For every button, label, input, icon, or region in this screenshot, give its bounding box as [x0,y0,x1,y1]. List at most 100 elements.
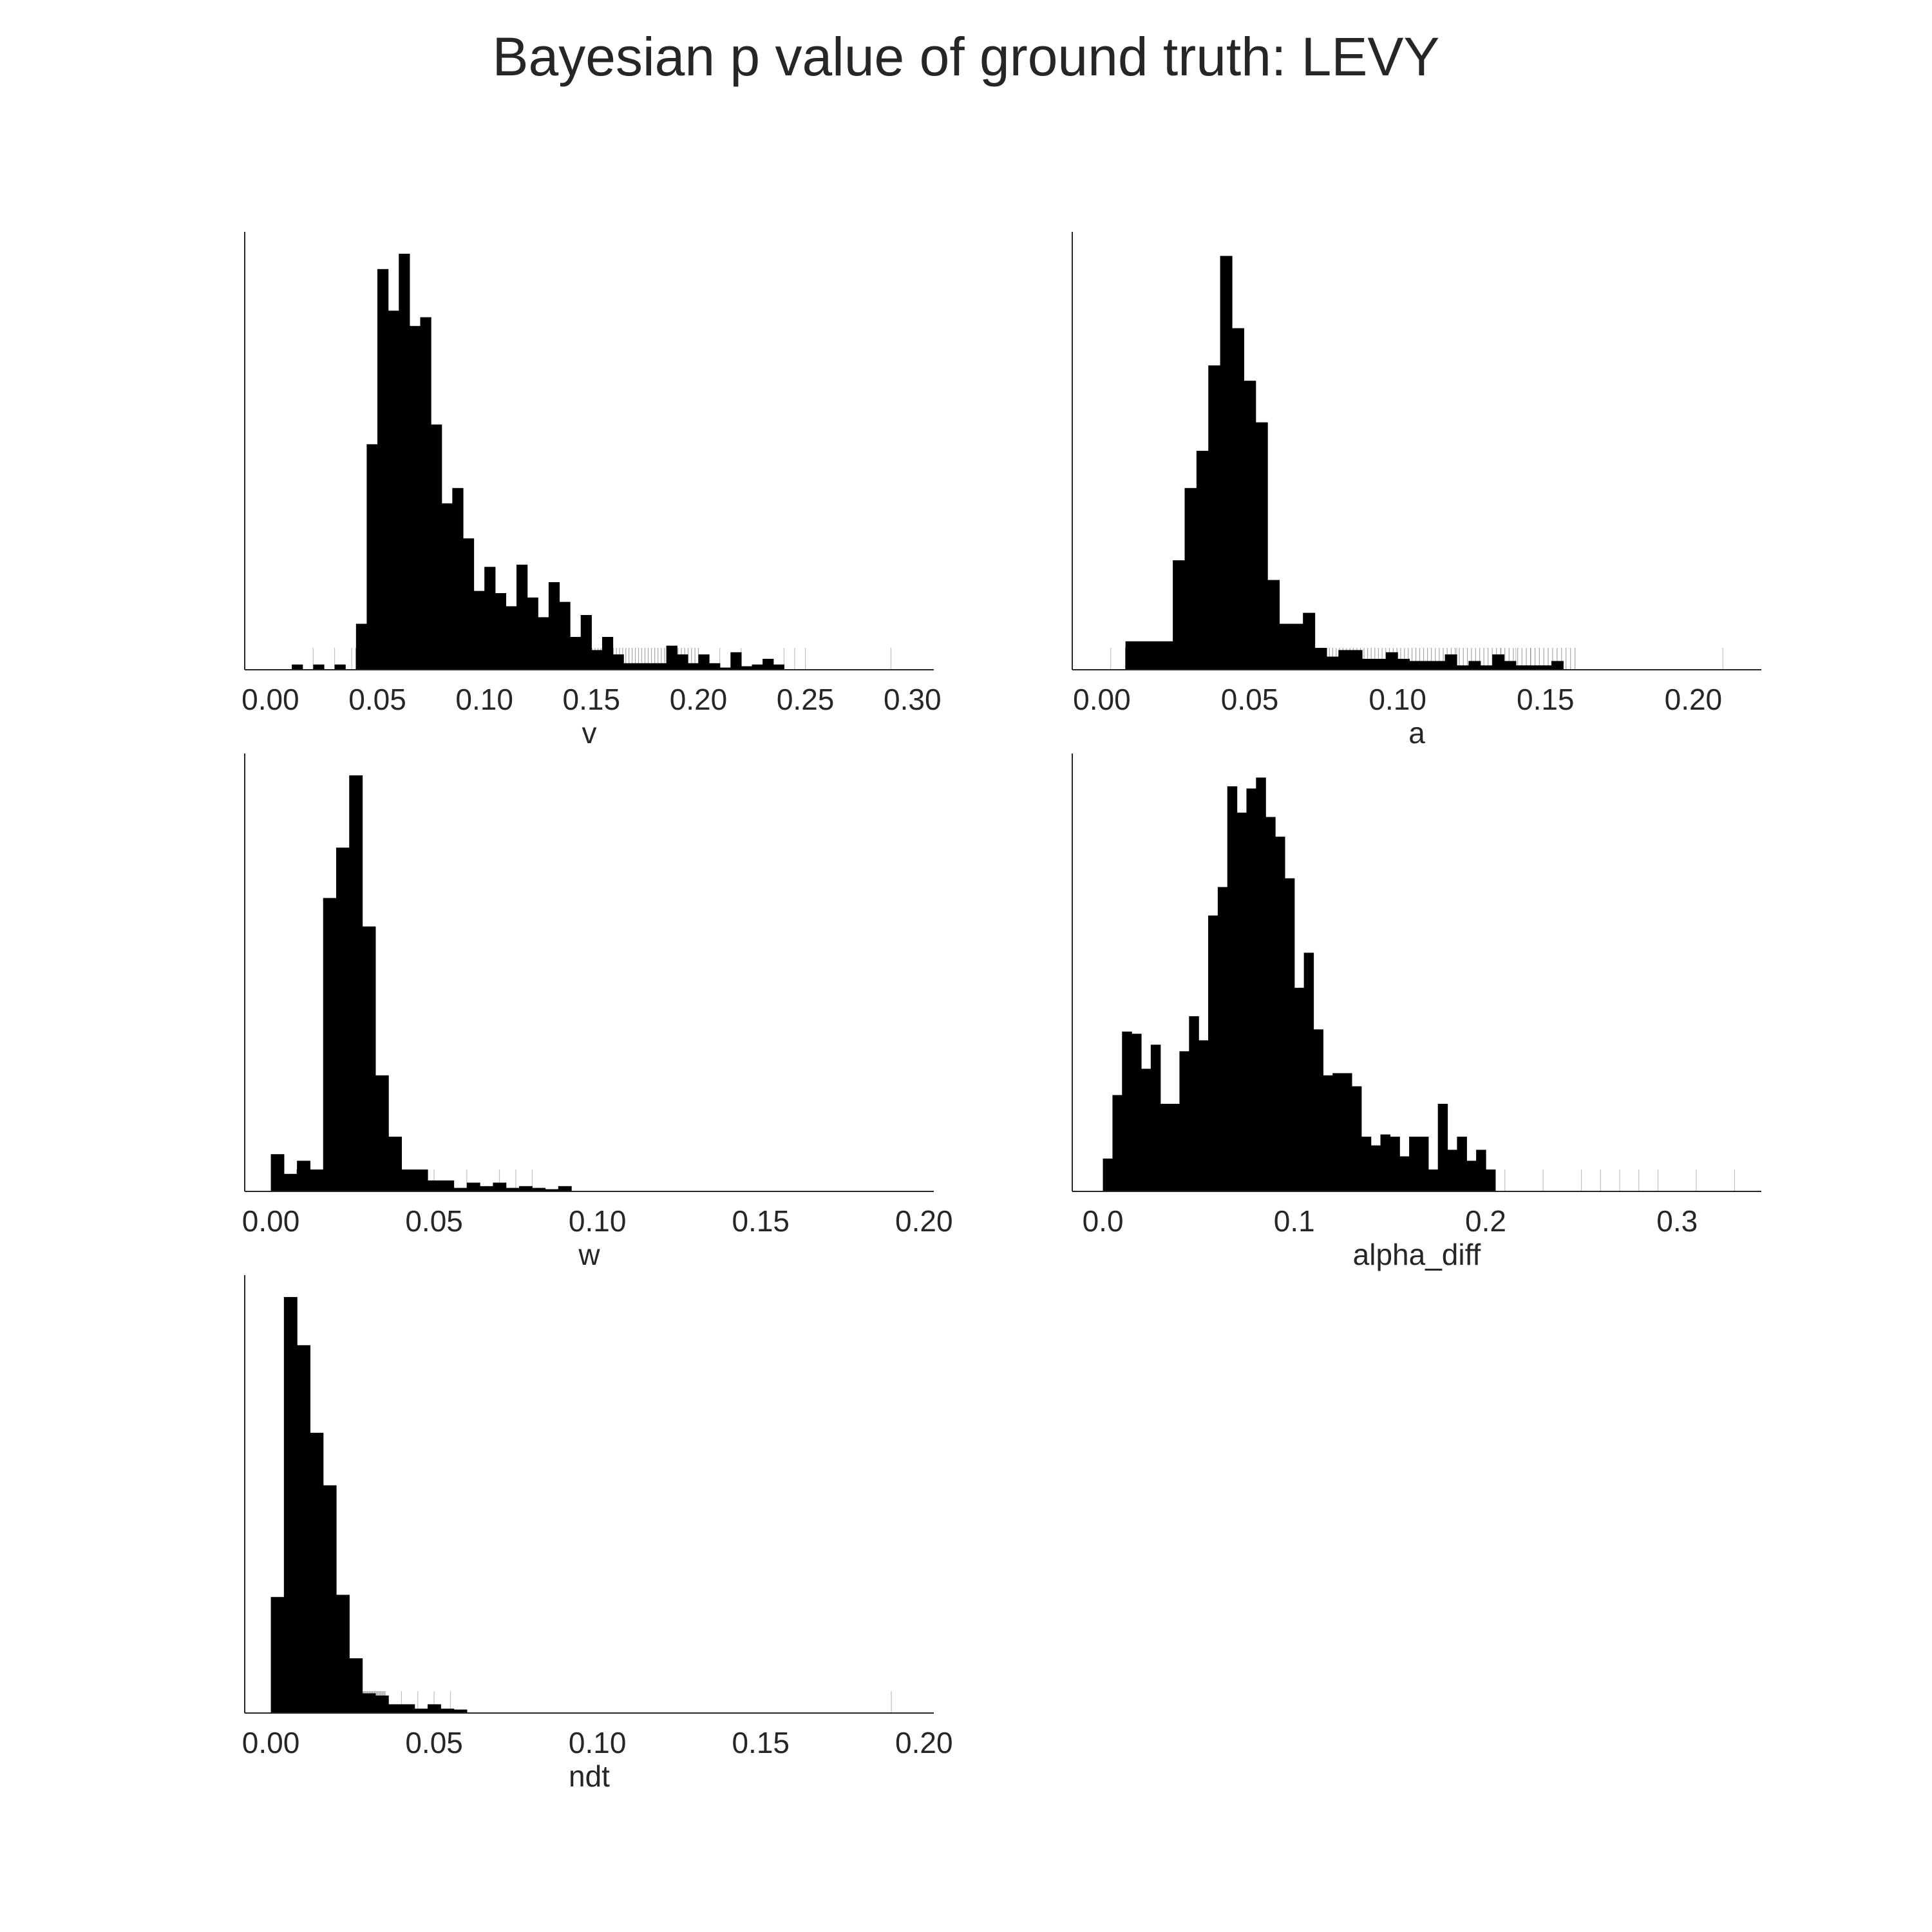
histogram-bar [1385,652,1398,670]
histogram-bar [1246,788,1256,1191]
x-axis-label: v [582,716,597,750]
x-tick-label: 0.0 [1083,1204,1124,1238]
histogram-bar [1265,817,1276,1191]
histogram-bar [1294,987,1305,1191]
histogram-bar [506,606,517,670]
histogram-bar [1303,612,1316,670]
histogram-bar [493,1182,507,1191]
histogram-bar [1217,887,1228,1191]
x-tick-label: 0.05 [348,683,406,716]
histogram-bar [1150,1045,1161,1191]
histogram-bar [1350,650,1363,670]
histogram-bar [453,1188,468,1191]
histogram-bar [1170,1104,1180,1191]
histogram-bar [1198,1040,1209,1191]
histogram-bar [452,488,464,670]
x-tick-label: 0.00 [1073,683,1131,716]
histogram-bar [1112,1095,1122,1191]
histogram-bar [388,310,399,670]
x-axis-label: ndt [569,1759,610,1793]
histogram-bar [1486,1170,1496,1191]
histogram-bar [538,617,549,670]
histogram-bar [349,1658,363,1713]
histogram-bar [1179,1051,1189,1191]
x-tick-label: 0.10 [455,683,513,716]
histogram-bar [1444,654,1457,670]
histogram-bar [1314,648,1327,670]
histogram-bar [645,663,656,670]
histogram-bar [388,1704,402,1713]
histogram-bar [323,898,337,1191]
histogram-bar [1390,1137,1400,1191]
histogram-bar [313,664,325,670]
histogram-bar [1160,641,1173,670]
histogram-bar [545,1189,559,1191]
histogram-bar [1244,381,1256,670]
x-tick-label: 0.2 [1465,1204,1506,1238]
histogram-bar [473,591,485,670]
histogram-bar [1380,1134,1390,1191]
histogram-bar [336,848,350,1191]
histogram-bar [1504,661,1517,670]
histogram-bar [532,1188,546,1191]
histogram-bar [377,269,389,670]
histogram-bar [484,567,496,670]
histogram-bar [762,659,774,670]
histogram-bar [1160,1104,1171,1191]
histogram-bar [623,663,635,670]
x-tick-label: 0.00 [242,1204,300,1238]
histogram-bar [323,1485,337,1713]
histogram-bar [1236,812,1247,1191]
histogram-bar [601,637,614,670]
x-tick-label: 0.10 [1368,683,1426,716]
histogram-bar [570,637,582,670]
histogram-bar [431,424,442,670]
histogram-bar [527,597,538,670]
x-tick-label: 0.15 [732,1726,790,1759]
x-axis-label: w [578,1238,600,1271]
histogram-bar [414,1170,428,1191]
histogram-bar [656,663,667,670]
histogram-bar [283,1297,298,1713]
histogram-bar [1184,488,1197,670]
histogram-bar [1418,1137,1429,1191]
histogram-bar [548,582,560,670]
histogram-bar [1428,1170,1439,1191]
histogram-bar [1361,1137,1372,1191]
histogram-bar [1351,1086,1362,1191]
histogram-bar [1227,786,1238,1191]
histogram-bar [559,601,571,670]
histogram-bar [752,664,763,670]
histogram-bar [401,1170,415,1191]
histogram-bar [297,1160,311,1191]
histogram-bar [1231,328,1244,670]
histogram-bar [1492,654,1505,670]
histogram-bar [292,664,303,670]
histogram-bar [270,1596,285,1713]
x-axis-label: alpha_diff [1353,1238,1481,1271]
histogram-bar [730,652,742,670]
histogram-bar [1370,1145,1381,1191]
histogram-bar [1122,1031,1132,1191]
x-tick-label: 0.15 [732,1204,790,1238]
histogram-bar [1421,661,1434,670]
histogram-bar [310,1432,324,1713]
histogram-bar [1196,451,1209,670]
x-tick-label: 0.25 [777,683,835,716]
histogram-bar [420,317,431,670]
histogram-bar [677,654,688,670]
histogram-bar [366,444,378,670]
x-tick-label: 0.20 [1665,683,1723,716]
histogram-bar [362,926,376,1191]
histogram-bar [399,254,410,670]
histogram-bar [462,538,475,670]
histogram-bar [1208,915,1218,1191]
histogram-bar [1433,661,1446,670]
histogram-bar [741,666,753,670]
histogram-bar [591,650,603,670]
histogram-bar [666,645,677,670]
histogram-bar [375,1695,389,1713]
x-tick-label: 0.15 [563,683,621,716]
histogram-bar [1476,1150,1486,1191]
histogram-bar [388,1137,402,1191]
